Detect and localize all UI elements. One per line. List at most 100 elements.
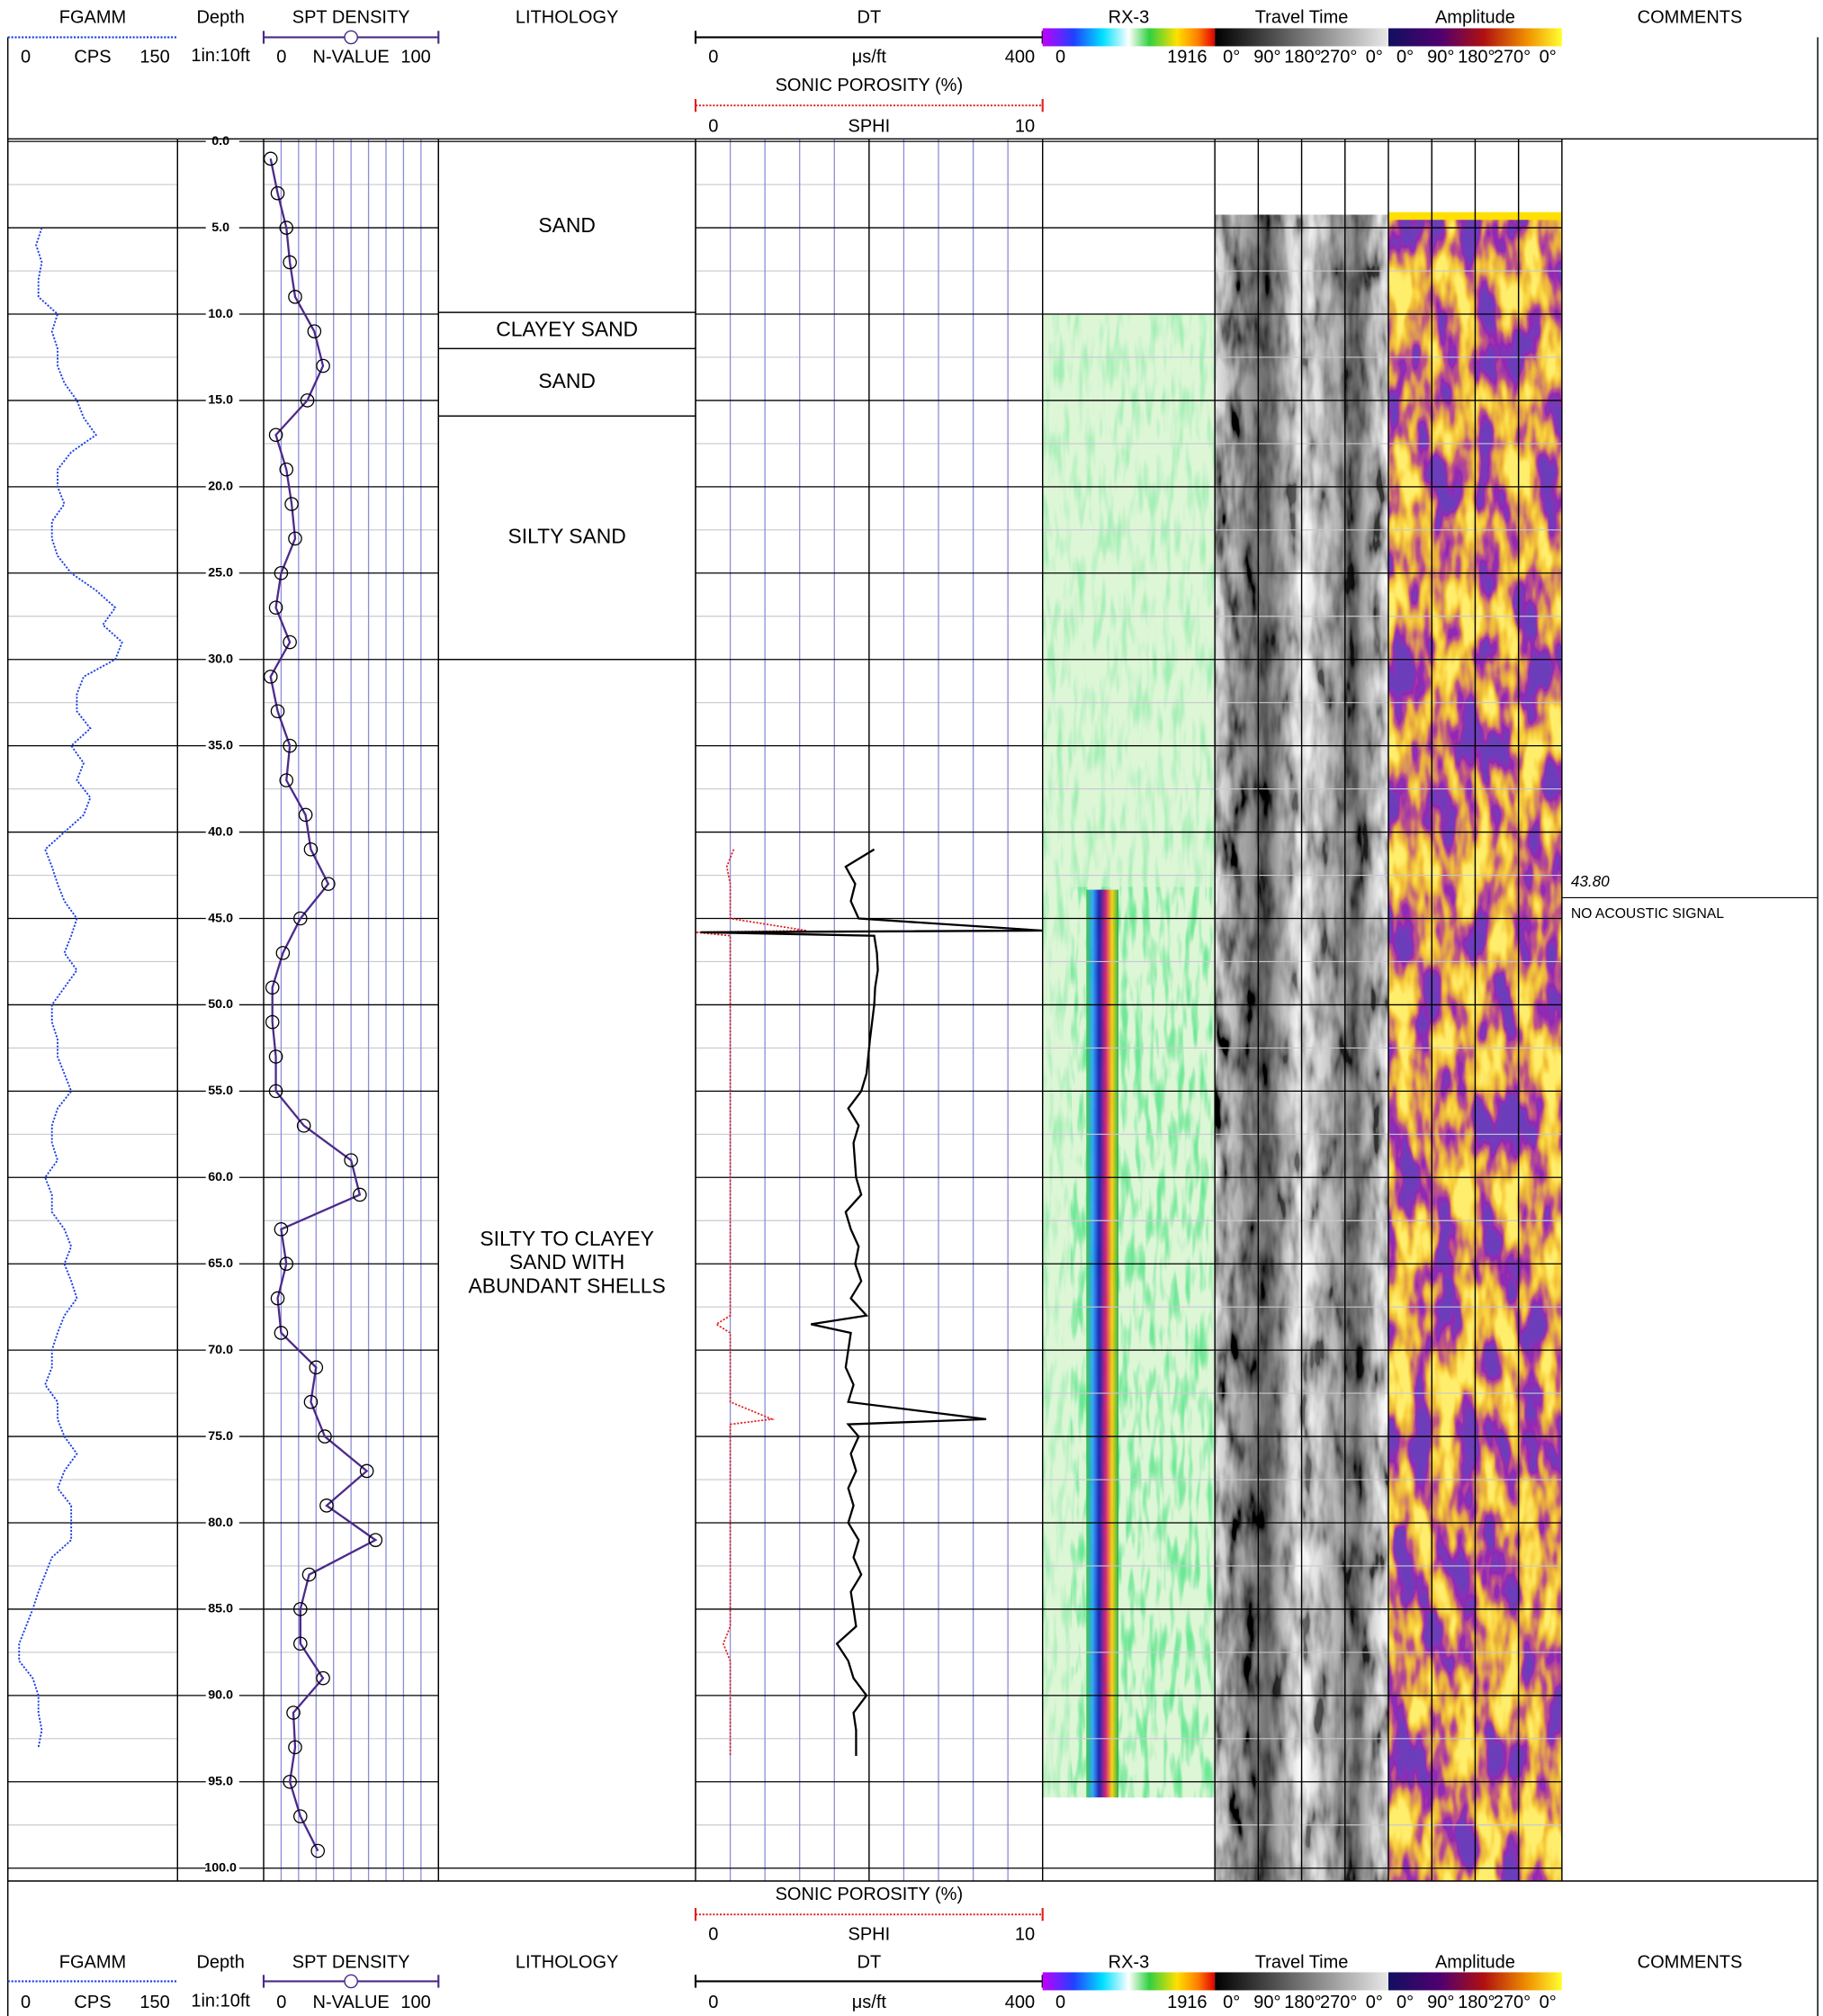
depth-tick-label: 65.0 — [208, 1256, 233, 1271]
lithology-label: CLAYEY SAND — [496, 317, 638, 340]
lithology-label: SILTY TO CLAYEY — [480, 1227, 653, 1250]
track-title: RX-3 — [1109, 7, 1150, 27]
scale-max: 10 — [1015, 1924, 1035, 1944]
spt-legend-marker — [345, 31, 357, 43]
scale-unit: SPHI — [849, 1924, 891, 1944]
azimuth-label: 0° — [1540, 1993, 1557, 2012]
page: {"chart_data": { "type": "well-log", "de… — [0, 0, 1823, 2016]
depth-tick-label: 10.0 — [208, 307, 233, 321]
scale-min: 0 — [276, 48, 286, 68]
depth-tick-label: 40.0 — [208, 824, 233, 839]
sphi-title: SONIC POROSITY (%) — [776, 1885, 964, 1904]
lithology-label: ABUNDANT SHELLS — [469, 1274, 666, 1298]
depth-tick-label: 50.0 — [208, 997, 233, 1012]
color-scale — [1215, 1972, 1388, 1990]
scale-unit: μs/ft — [852, 48, 887, 68]
lithology-label: SAND — [538, 213, 595, 237]
scale-min: 0 — [708, 48, 718, 68]
comment-depth: 43.80 — [1571, 872, 1610, 890]
sphi-title: SONIC POROSITY (%) — [776, 76, 964, 95]
depth-tick-label: 75.0 — [208, 1429, 233, 1444]
depth-tick-label: 45.0 — [208, 911, 233, 925]
color-scale — [1388, 1972, 1562, 1990]
azimuth-label: 0° — [1396, 1993, 1414, 2012]
azimuth-label: 270° — [1320, 1993, 1357, 2012]
scale-min: 0 — [1055, 48, 1065, 68]
scale-min: 0 — [708, 1924, 718, 1944]
azimuth-label: 0° — [1223, 1993, 1240, 2012]
scale-min: 0 — [708, 1993, 718, 2012]
track-title: Amplitude — [1435, 7, 1515, 27]
azimuth-label: 180° — [1458, 48, 1495, 68]
scale-max: 1916 — [1167, 48, 1208, 68]
lithology-label: SAND — [538, 369, 595, 392]
scale-max: 150 — [139, 1993, 169, 2012]
scale-min: 0 — [276, 1993, 286, 2012]
track-title: SPT DENSITY — [292, 7, 410, 27]
scale-min: 0 — [708, 117, 718, 137]
scale-min: 0 — [1055, 1993, 1065, 2012]
fgamm-curve — [19, 228, 121, 1747]
comment-text: NO ACOUSTIC SIGNAL — [1571, 906, 1724, 922]
azimuth-label: 270° — [1494, 1993, 1531, 2012]
depth-tick-label: 25.0 — [208, 566, 233, 580]
azimuth-label: 90° — [1427, 48, 1454, 68]
scale-max: 400 — [1005, 1993, 1035, 2012]
track-title: SPT DENSITY — [292, 1953, 410, 1973]
sphi-curve — [696, 850, 806, 1756]
scale-max: 100 — [400, 1993, 430, 2012]
depth-tick-label: 0.0 — [211, 134, 229, 148]
azimuth-label: 0° — [1396, 48, 1414, 68]
track-title: COMMENTS — [1638, 1953, 1743, 1973]
depth-tick-label: 100.0 — [204, 1860, 237, 1875]
track-title: Travel Time — [1255, 1953, 1349, 1973]
well-log: 0.05.010.015.020.025.030.035.040.045.050… — [0, 0, 1823, 2016]
scale-max: 400 — [1005, 48, 1035, 68]
color-scale — [1043, 28, 1215, 46]
scale-unit: CPS — [74, 48, 111, 68]
scale-unit: μs/ft — [852, 1993, 887, 2012]
depth-tick-label: 85.0 — [208, 1602, 233, 1616]
depth-scale: 1in:10ft — [191, 1992, 250, 2012]
track-title: Depth — [196, 7, 244, 27]
depth-scale: 1in:10ft — [191, 46, 250, 66]
scale-unit: N-VALUE — [313, 1993, 390, 2012]
color-scale — [1215, 28, 1388, 46]
color-scale — [1043, 1972, 1215, 1990]
azimuth-label: 0° — [1366, 1993, 1383, 2012]
track-title: Travel Time — [1255, 7, 1349, 27]
track-title: COMMENTS — [1638, 7, 1743, 27]
track-title: LITHOLOGY — [516, 1953, 618, 1973]
depth-tick-label: 15.0 — [208, 393, 233, 408]
scale-min: 0 — [21, 48, 31, 68]
depth-tick-label: 30.0 — [208, 652, 233, 666]
azimuth-label: 180° — [1458, 1993, 1495, 2012]
scale-unit: SPHI — [849, 117, 891, 137]
rx3-waveform-core — [1086, 890, 1118, 1798]
azimuth-label: 90° — [1253, 48, 1280, 68]
azimuth-label: 270° — [1320, 48, 1357, 68]
track-title: Depth — [196, 1953, 244, 1973]
track-title: FGAMM — [59, 1953, 126, 1973]
depth-tick-label: 5.0 — [211, 220, 229, 235]
track-title: DT — [858, 7, 882, 27]
azimuth-label: 180° — [1284, 48, 1321, 68]
scale-max: 100 — [400, 48, 430, 68]
depth-tick-label: 80.0 — [208, 1516, 233, 1530]
depth-tick-label: 95.0 — [208, 1775, 233, 1789]
depth-tick-label: 55.0 — [208, 1084, 233, 1098]
track-title: FGAMM — [59, 7, 126, 27]
scale-unit: CPS — [74, 1993, 111, 2012]
depth-tick-label: 35.0 — [208, 738, 233, 752]
azimuth-label: 90° — [1427, 1993, 1454, 2012]
azimuth-label: 180° — [1284, 1993, 1321, 2012]
spt-legend-marker — [345, 1975, 357, 1987]
azimuth-label: 0° — [1540, 48, 1557, 68]
scale-max: 1916 — [1167, 1993, 1208, 2012]
depth-tick-label: 90.0 — [208, 1688, 233, 1703]
depth-tick-label: 60.0 — [208, 1170, 233, 1184]
scale-max: 10 — [1015, 117, 1035, 137]
track-title: Amplitude — [1435, 1953, 1515, 1973]
track-title: DT — [858, 1953, 882, 1973]
azimuth-label: 0° — [1223, 48, 1240, 68]
